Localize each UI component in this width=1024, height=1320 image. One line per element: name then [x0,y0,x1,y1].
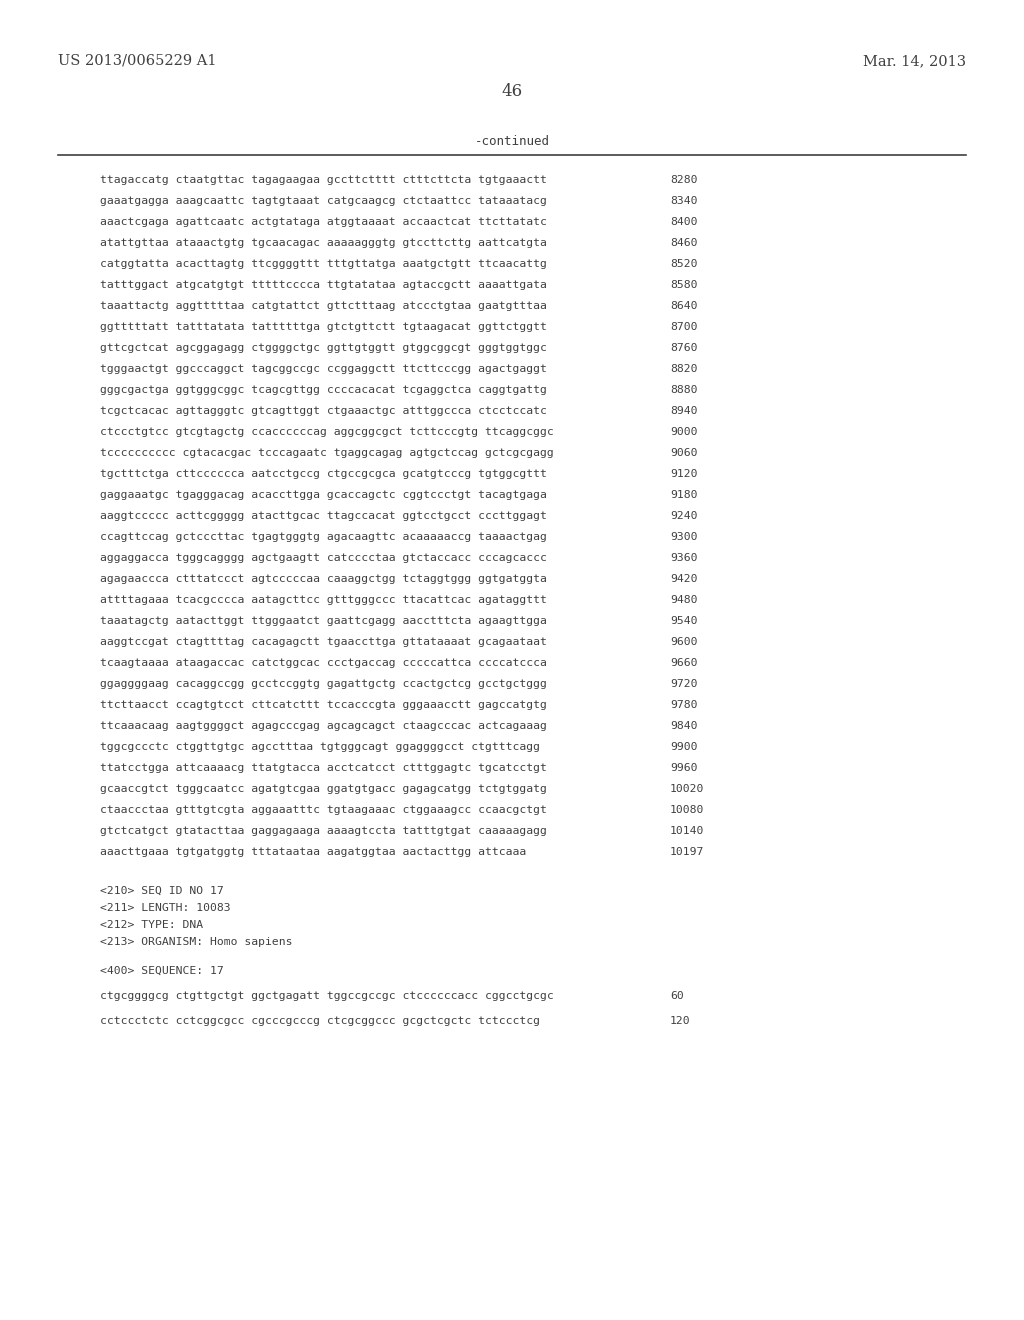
Text: 8880: 8880 [670,385,697,395]
Text: attttagaaa tcacgcccca aatagcttcc gtttgggccc ttacattcac agataggttt: attttagaaa tcacgcccca aatagcttcc gtttggg… [100,595,547,605]
Text: 8820: 8820 [670,364,697,374]
Text: aaggtccgat ctagttttag cacagagctt tgaaccttga gttataaaat gcagaataat: aaggtccgat ctagttttag cacagagctt tgaacct… [100,638,547,647]
Text: catggtatta acacttagtg ttcggggttt tttgttatga aaatgctgtt ttcaacattg: catggtatta acacttagtg ttcggggttt tttgtta… [100,259,547,269]
Text: aaggtccccc acttcggggg atacttgcac ttagccacat ggtcctgcct cccttggagt: aaggtccccc acttcggggg atacttgcac ttagcca… [100,511,547,521]
Text: gggcgactga ggtgggcggc tcagcgttgg ccccacacat tcgaggctca caggtgattg: gggcgactga ggtgggcggc tcagcgttgg ccccaca… [100,385,547,395]
Text: 10140: 10140 [670,826,705,836]
Text: ttcaaacaag aagtggggct agagcccgag agcagcagct ctaagcccac actcagaaag: ttcaaacaag aagtggggct agagcccgag agcagca… [100,721,547,731]
Text: taaatagctg aatacttggt ttgggaatct gaattcgagg aacctttcta agaagttgga: taaatagctg aatacttggt ttgggaatct gaattcg… [100,616,547,626]
Text: ccagttccag gctcccttac tgagtgggtg agacaagttc acaaaaaccg taaaactgag: ccagttccag gctcccttac tgagtgggtg agacaag… [100,532,547,543]
Text: 10020: 10020 [670,784,705,795]
Text: 9540: 9540 [670,616,697,626]
Text: aaactcgaga agattcaatc actgtataga atggtaaaat accaactcat ttcttatatc: aaactcgaga agattcaatc actgtataga atggtaa… [100,216,547,227]
Text: 9960: 9960 [670,763,697,774]
Text: taaattactg aggtttttaa catgtattct gttctttaag atccctgtaa gaatgtttaa: taaattactg aggtttttaa catgtattct gttcttt… [100,301,547,312]
Text: 9900: 9900 [670,742,697,752]
Text: 8280: 8280 [670,176,697,185]
Text: ctgcggggcg ctgttgctgt ggctgagatt tggccgccgc ctccccccacc cggcctgcgc: ctgcggggcg ctgttgctgt ggctgagatt tggccgc… [100,991,554,1001]
Text: ttagaccatg ctaatgttac tagagaagaa gccttctttt ctttcttcta tgtgaaactt: ttagaccatg ctaatgttac tagagaagaa gccttct… [100,176,547,185]
Text: 9660: 9660 [670,657,697,668]
Text: 9120: 9120 [670,469,697,479]
Text: <211> LENGTH: 10083: <211> LENGTH: 10083 [100,903,230,913]
Text: <400> SEQUENCE: 17: <400> SEQUENCE: 17 [100,966,224,975]
Text: 8940: 8940 [670,407,697,416]
Text: aggaggacca tgggcagggg agctgaagtt catcccctaa gtctaccacc cccagcaccc: aggaggacca tgggcagggg agctgaagtt catcccc… [100,553,547,564]
Text: ctccctgtcc gtcgtagctg ccaccccccag aggcggcgct tcttcccgtg ttcaggcggc: ctccctgtcc gtcgtagctg ccaccccccag aggcgg… [100,426,554,437]
Text: 10197: 10197 [670,847,705,857]
Text: gtctcatgct gtatacttaa gaggagaaga aaaagtccta tatttgtgat caaaaagagg: gtctcatgct gtatacttaa gaggagaaga aaaagtc… [100,826,547,836]
Text: <210> SEQ ID NO 17: <210> SEQ ID NO 17 [100,886,224,896]
Text: 9480: 9480 [670,595,697,605]
Text: 9180: 9180 [670,490,697,500]
Text: tatttggact atgcatgtgt tttttcccca ttgtatataa agtaccgctt aaaattgata: tatttggact atgcatgtgt tttttcccca ttgtata… [100,280,547,290]
Text: 9780: 9780 [670,700,697,710]
Text: tcccccccccc cgtacacgac tcccagaatc tgaggcagag agtgctccag gctcgcgagg: tcccccccccc cgtacacgac tcccagaatc tgaggc… [100,447,554,458]
Text: tgctttctga cttcccccca aatcctgccg ctgccgcgca gcatgtcccg tgtggcgttt: tgctttctga cttcccccca aatcctgccg ctgccgc… [100,469,547,479]
Text: gaaatgagga aaagcaattc tagtgtaaat catgcaagcg ctctaattcc tataaatacg: gaaatgagga aaagcaattc tagtgtaaat catgcaa… [100,195,547,206]
Text: US 2013/0065229 A1: US 2013/0065229 A1 [58,54,216,69]
Text: 9360: 9360 [670,553,697,564]
Text: 10080: 10080 [670,805,705,814]
Text: 9000: 9000 [670,426,697,437]
Text: 46: 46 [502,83,522,100]
Text: ttatcctgga attcaaaacg ttatgtacca acctcatcct ctttggagtc tgcatcctgt: ttatcctgga attcaaaacg ttatgtacca acctcat… [100,763,547,774]
Text: ttcttaacct ccagtgtcct cttcatcttt tccacccgta gggaaacctt gagccatgtg: ttcttaacct ccagtgtcct cttcatcttt tccaccc… [100,700,547,710]
Text: gcaaccgtct tgggcaatcc agatgtcgaa ggatgtgacc gagagcatgg tctgtggatg: gcaaccgtct tgggcaatcc agatgtcgaa ggatgtg… [100,784,547,795]
Text: <212> TYPE: DNA: <212> TYPE: DNA [100,920,203,931]
Text: gaggaaatgc tgagggacag acaccttgga gcaccagctc cggtccctgt tacagtgaga: gaggaaatgc tgagggacag acaccttgga gcaccag… [100,490,547,500]
Text: 9300: 9300 [670,532,697,543]
Text: 8760: 8760 [670,343,697,352]
Text: tgggaactgt ggcccaggct tagcggccgc ccggaggctt ttcttcccgg agactgaggt: tgggaactgt ggcccaggct tagcggccgc ccggagg… [100,364,547,374]
Text: ggtttttatt tatttatata tattttttga gtctgttctt tgtaagacat ggttctggtt: ggtttttatt tatttatata tattttttga gtctgtt… [100,322,547,333]
Text: tcgctcacac agttagggtc gtcagttggt ctgaaactgc atttggccca ctcctccatc: tcgctcacac agttagggtc gtcagttggt ctgaaac… [100,407,547,416]
Text: gttcgctcat agcggagagg ctggggctgc ggttgtggtt gtggcggcgt gggtggtggc: gttcgctcat agcggagagg ctggggctgc ggttgtg… [100,343,547,352]
Text: 9420: 9420 [670,574,697,583]
Text: <213> ORGANISM: Homo sapiens: <213> ORGANISM: Homo sapiens [100,937,293,946]
Text: 8340: 8340 [670,195,697,206]
Text: tcaagtaaaa ataagaccac catctggcac ccctgaccag cccccattca ccccatccca: tcaagtaaaa ataagaccac catctggcac ccctgac… [100,657,547,668]
Text: 9240: 9240 [670,511,697,521]
Text: Mar. 14, 2013: Mar. 14, 2013 [863,54,966,69]
Text: 120: 120 [670,1016,690,1026]
Text: aaacttgaaa tgtgatggtg tttataataa aagatggtaa aactacttgg attcaaa: aaacttgaaa tgtgatggtg tttataataa aagatgg… [100,847,526,857]
Text: agagaaccca ctttatccct agtcccccaa caaaggctgg tctaggtggg ggtgatggta: agagaaccca ctttatccct agtcccccaa caaaggc… [100,574,547,583]
Text: tggcgccctc ctggttgtgc agcctttaa tgtgggcagt ggaggggcct ctgtttcagg: tggcgccctc ctggttgtgc agcctttaa tgtgggca… [100,742,540,752]
Text: ggaggggaag cacaggccgg gcctccggtg gagattgctg ccactgctcg gcctgctggg: ggaggggaag cacaggccgg gcctccggtg gagattg… [100,678,547,689]
Text: 9840: 9840 [670,721,697,731]
Text: ctaaccctaa gtttgtcgta aggaaatttc tgtaagaaac ctggaaagcc ccaacgctgt: ctaaccctaa gtttgtcgta aggaaatttc tgtaaga… [100,805,547,814]
Text: 8400: 8400 [670,216,697,227]
Text: atattgttaa ataaactgtg tgcaacagac aaaaagggtg gtccttcttg aattcatgta: atattgttaa ataaactgtg tgcaacagac aaaaagg… [100,238,547,248]
Text: 9060: 9060 [670,447,697,458]
Text: 8580: 8580 [670,280,697,290]
Text: 8520: 8520 [670,259,697,269]
Text: 8700: 8700 [670,322,697,333]
Text: -continued: -continued [474,135,550,148]
Text: 60: 60 [670,991,684,1001]
Text: 9720: 9720 [670,678,697,689]
Text: 8460: 8460 [670,238,697,248]
Text: 8640: 8640 [670,301,697,312]
Text: 9600: 9600 [670,638,697,647]
Text: cctccctctc cctcggcgcc cgcccgcccg ctcgcggccc gcgctcgctc tctccctcg: cctccctctc cctcggcgcc cgcccgcccg ctcgcgg… [100,1016,540,1026]
